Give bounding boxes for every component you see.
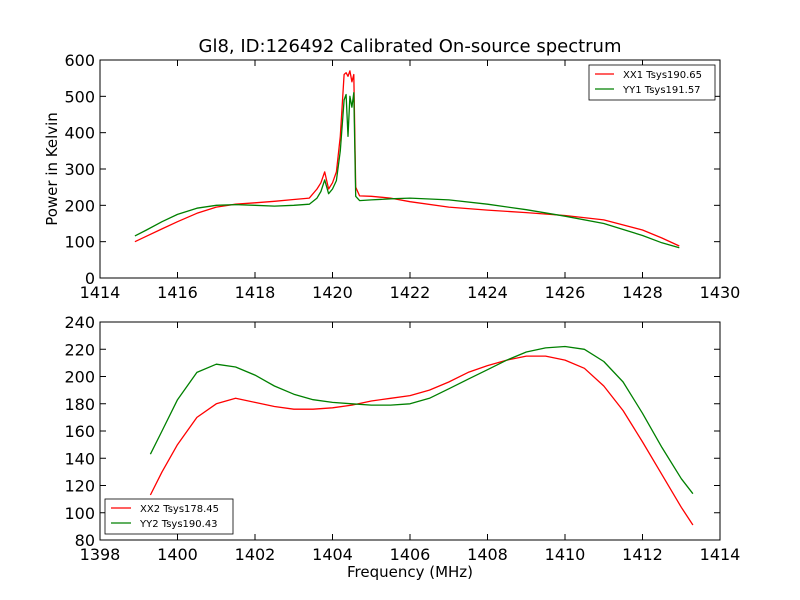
top-x-tick-label: 1420 (312, 283, 353, 302)
legend-label-yy2: YY2 Tsys190.43 (139, 519, 218, 530)
top-y-tick-label: 500 (64, 87, 95, 106)
bottom-x-tick-label: 1406 (390, 545, 431, 564)
top-legend: XX1 Tsys190.65 YY1 Tsys191.57 (588, 64, 716, 101)
top-y-tick-label: 200 (64, 196, 95, 215)
bottom-x-axis-label: Frequency (MHz) (347, 563, 473, 581)
bottom-y-tick-label: 240 (64, 313, 95, 332)
chart-title: Gl8, ID:126492 Calibrated On-source spec… (199, 36, 622, 57)
top-ticks: 1414 1416 1418 1420 1422 1424 1426 1428 1430 0 100… (64, 51, 740, 302)
top-y-tick-label: 100 (64, 233, 95, 252)
bottom-ticks: 1398 1400 1402 1404 1406 1408 1410 1412 1414 80 10… (64, 313, 740, 564)
top-y-tick-label: 600 (64, 51, 95, 70)
bottom-legend-box (104, 498, 234, 535)
legend-label-xx1: XX1 Tsys190.65 (623, 70, 702, 81)
bottom-x-tick-label: 1414 (700, 545, 741, 564)
top-x-tick-label: 1416 (157, 283, 198, 302)
top-y-tick-label: 0 (85, 269, 95, 288)
top-y-axis-label: Power in Kelvin (43, 112, 61, 226)
bottom-y-tick-label: 220 (64, 340, 95, 359)
legend-label-yy1: YY1 Tsys191.57 (622, 85, 701, 96)
bottom-x-tick-label: 1400 (157, 545, 198, 564)
bottom-y-tick-label: 200 (64, 368, 95, 387)
bottom-legend: XX2 Tsys178.45 YY2 Tsys190.43 (104, 498, 234, 535)
top-x-tick-label: 1414 (80, 283, 121, 302)
legend-label-xx2: XX2 Tsys178.45 (140, 504, 219, 515)
bottom-y-tick-label: 120 (64, 477, 95, 496)
bottom-series-line-2 (149, 345, 694, 495)
top-plot-area (134, 70, 680, 249)
top-y-tick-label: 300 (64, 160, 95, 179)
bottom-y-tick-label: 180 (64, 395, 95, 414)
top-legend-box (588, 64, 716, 101)
top-x-tick-label: 1428 (622, 283, 663, 302)
bottom-y-tick-label: 140 (64, 449, 95, 468)
bottom-x-tick-label: 1410 (545, 545, 586, 564)
top-x-tick-label: 1422 (390, 283, 431, 302)
top-panel: 1414 1416 1418 1420 1422 1424 1426 1428 1430 0 100… (43, 51, 740, 302)
bottom-x-tick-label: 1402 (235, 545, 276, 564)
bottom-y-tick-label: 80 (75, 531, 95, 550)
top-x-tick-label: 1430 (700, 283, 741, 302)
top-y-tick-label: 400 (64, 124, 95, 143)
bottom-y-tick-label: 160 (64, 422, 95, 441)
top-x-tick-label: 1426 (545, 283, 586, 302)
bottom-x-tick-label: 1398 (80, 545, 121, 564)
bottom-x-tick-label: 1408 (467, 545, 508, 564)
bottom-y-tick-label: 100 (64, 504, 95, 523)
bottom-plot-area (149, 345, 694, 526)
top-x-tick-label: 1418 (235, 283, 276, 302)
bottom-panel: 1398 1400 1402 1404 1406 1408 1410 1412 1414 80 10… (64, 313, 740, 581)
top-series-line-2 (134, 92, 680, 249)
bottom-x-tick-label: 1412 (622, 545, 663, 564)
bottom-x-tick-label: 1404 (312, 545, 353, 564)
top-x-tick-label: 1424 (467, 283, 508, 302)
bottom-series-line-1 (149, 355, 694, 526)
